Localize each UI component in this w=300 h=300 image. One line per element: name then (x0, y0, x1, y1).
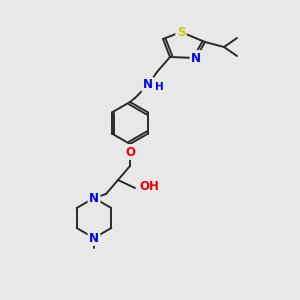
Text: OH: OH (139, 181, 159, 194)
Text: O: O (125, 146, 135, 158)
Text: N: N (143, 79, 153, 92)
Text: N: N (191, 52, 201, 64)
Text: N: N (89, 191, 99, 205)
Text: N: N (89, 232, 99, 244)
Text: H: H (155, 82, 164, 92)
Text: S: S (177, 26, 185, 38)
